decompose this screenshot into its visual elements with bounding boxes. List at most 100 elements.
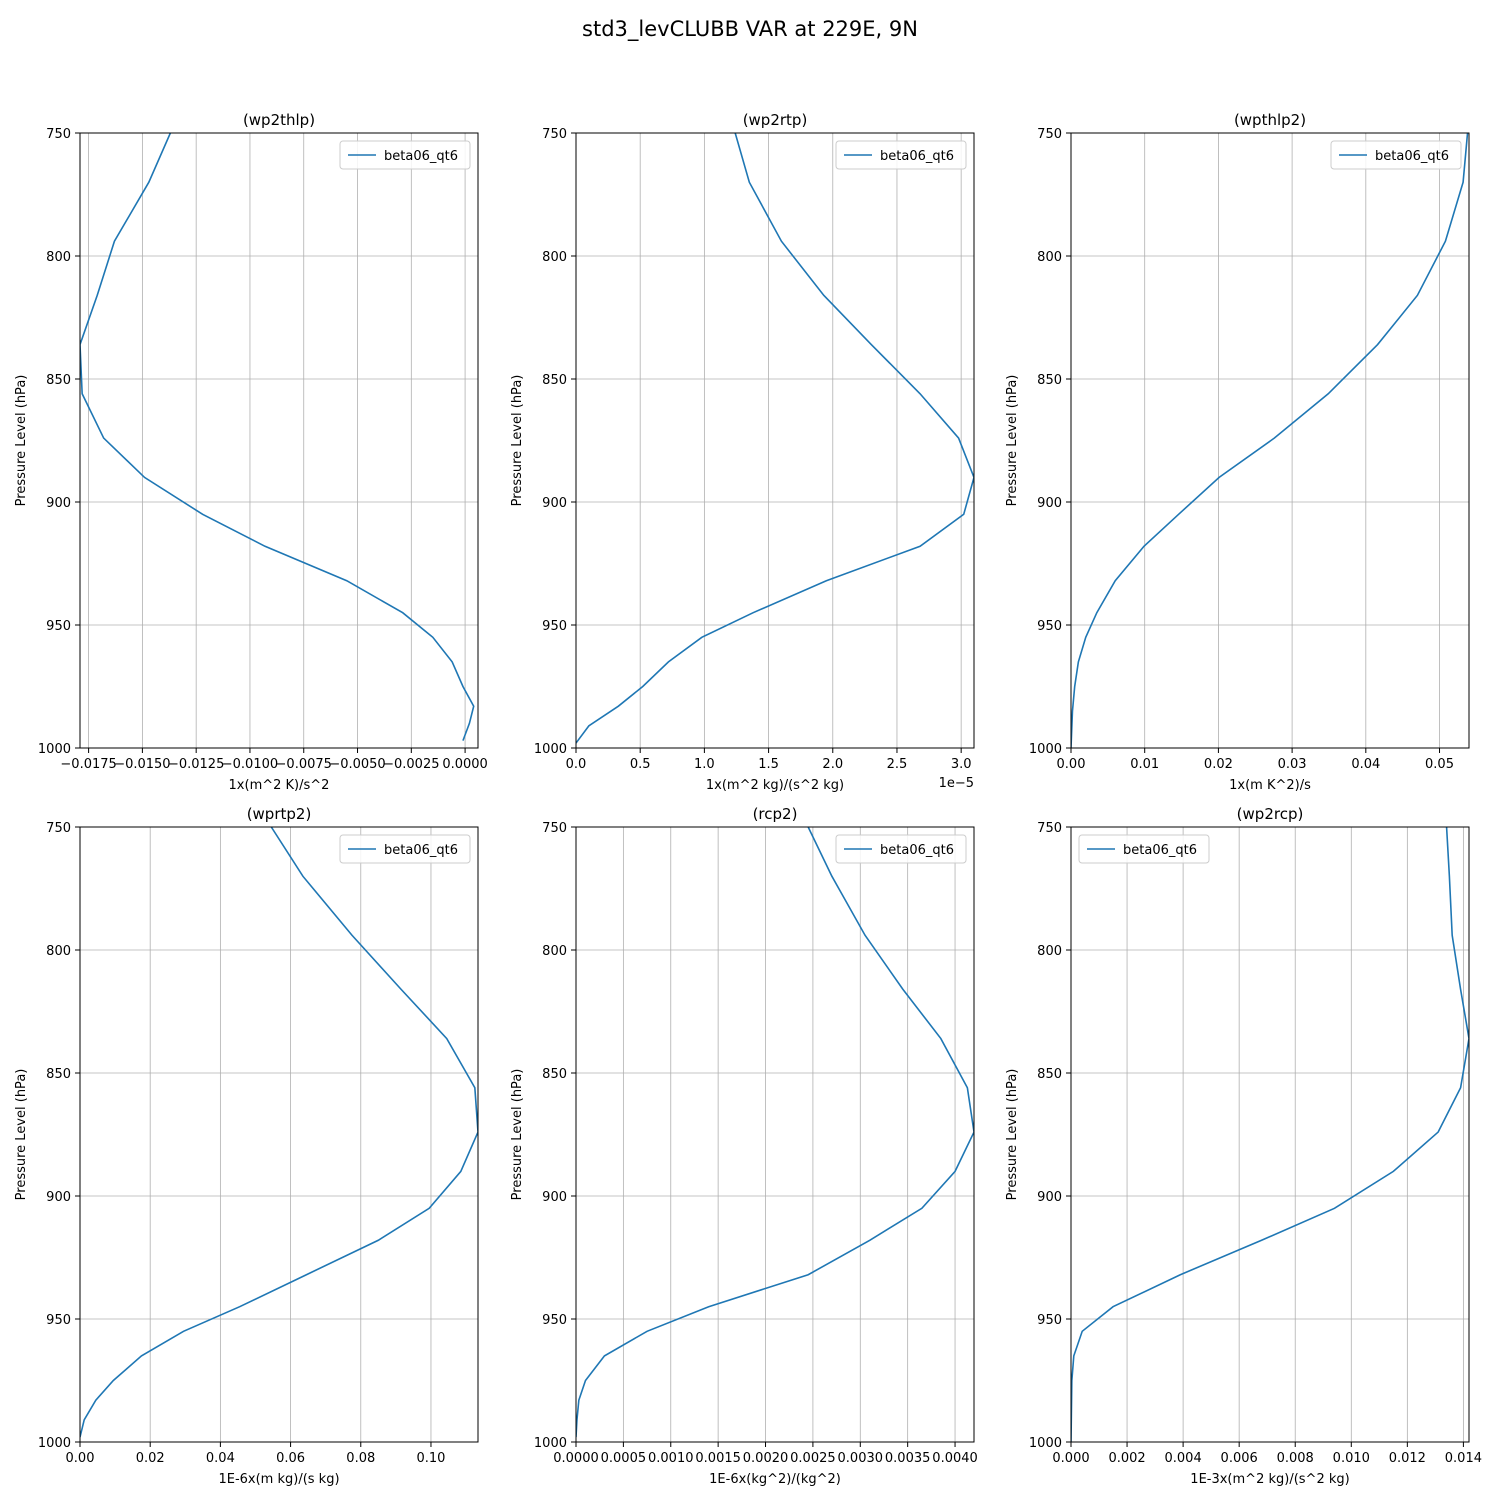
y-tick-label: 900	[46, 496, 71, 511]
y-tick-label: 750	[1037, 127, 1062, 142]
x-tick-label: 2.0	[822, 757, 843, 772]
legend: beta06_qt6	[1330, 140, 1462, 170]
y-axis-label: Pressure Level (hPa)	[1005, 1069, 1020, 1201]
legend-label: beta06_qt6	[384, 149, 458, 164]
x-tick-label: 0.05	[1425, 757, 1454, 772]
plot-frame	[1070, 826, 1470, 1443]
y-tick-label: 850	[46, 1067, 71, 1082]
x-tick-label: 0.08	[346, 1451, 375, 1466]
legend-label: beta06_qt6	[384, 843, 458, 858]
y-tick-label: 800	[1037, 250, 1062, 265]
x-tick-label: 0.008	[1277, 1451, 1314, 1466]
subplot-4: 0.00 0.02 0.04 0.06 0.08 0.10 750 800 850 900 950 1…	[14, 805, 479, 1487]
x-tick-label: 0.0030	[838, 1451, 884, 1466]
x-tick-label: 0.0035	[885, 1451, 931, 1466]
x-tick-label: 0.02	[136, 1451, 165, 1466]
y-axis-label: Pressure Level (hPa)	[14, 375, 29, 507]
subplot-title: (wpthlp2)	[1234, 111, 1306, 129]
subplot-3: 0.00 0.01 0.02 0.03 0.04 0.05 750 800 850 900 950 1…	[1005, 111, 1470, 793]
y-tick-label: 1000	[534, 1436, 567, 1451]
y-tick-label: 950	[542, 619, 567, 634]
legend: beta06_qt6	[835, 834, 967, 864]
y-tick-label: 900	[542, 1190, 567, 1205]
x-tick-label: 1.0	[694, 757, 715, 772]
x-tick-label: 0.00	[1057, 757, 1086, 772]
legend-box	[339, 140, 471, 170]
series-line-beta06_qt6	[576, 133, 974, 744]
plot-frame	[79, 826, 479, 1443]
subplot-1: −0.0175−0.0150−0.0125−0.0100−0.0075−0.00…	[14, 111, 488, 793]
legend-box	[1078, 834, 1210, 864]
y-tick-label: 800	[542, 944, 567, 959]
legend: beta06_qt6	[339, 834, 471, 864]
x-axis-label: 1x(m K^2)/s	[1229, 778, 1311, 793]
x-axis-label: 1x(m^2 K)/s^2	[229, 778, 330, 793]
y-tick-label: 900	[1037, 496, 1062, 511]
subplot-5: 0.0000 0.0005 0.0010 0.0015 0.0020 0.0025 0.00…	[510, 805, 978, 1487]
subplot-title: (rcp2)	[753, 805, 798, 823]
legend: beta06_qt6	[1078, 834, 1210, 864]
x-axis-label: 1x(m^2 kg)/(s^2 kg)	[706, 778, 844, 793]
y-tick-label: 1000	[1029, 742, 1062, 757]
x-tick-label: 0.0005	[601, 1451, 647, 1466]
legend: beta06_qt6	[835, 140, 967, 170]
x-tick-label: 0.0020	[743, 1451, 789, 1466]
y-tick-label: 750	[46, 127, 71, 142]
x-tick-label: 2.5	[887, 757, 908, 772]
x-tick-label: 0.002	[1108, 1451, 1145, 1466]
y-tick-label: 950	[542, 1313, 567, 1328]
series-line-beta06_qt6	[1071, 133, 1469, 748]
x-axis-label: 1E-6x(m kg)/(s kg)	[218, 1472, 339, 1487]
x-axis-label: 1E-3x(m^2 kg)/(s^2 kg)	[1190, 1472, 1349, 1487]
x-tick-label: 0.0000	[442, 757, 488, 772]
y-tick-label: 850	[542, 1067, 567, 1082]
legend-label: beta06_qt6	[1123, 843, 1197, 858]
y-tick-label: 850	[46, 373, 71, 388]
series-line-beta06_qt6	[80, 133, 475, 741]
y-tick-label: 800	[46, 944, 71, 959]
y-tick-label: 750	[542, 821, 567, 836]
y-tick-label: 850	[1037, 373, 1062, 388]
legend-label: beta06_qt6	[880, 149, 954, 164]
series-line-beta06_qt6	[1071, 827, 1469, 1442]
subplot-2: 0.0 0.5 1.0 1.5 2.0 2.5 3.0 750 800 850 900 950 1000…	[510, 111, 975, 793]
x-tick-label: 0.000	[1052, 1451, 1089, 1466]
y-tick-label: 1000	[1029, 1436, 1062, 1451]
x-tick-label: 0.0015	[695, 1451, 741, 1466]
y-tick-label: 950	[46, 619, 71, 634]
x-tick-label: 0.02	[1204, 757, 1233, 772]
x-tick-label: 0.012	[1389, 1451, 1426, 1466]
x-tick-label: −0.0125	[168, 757, 224, 772]
y-tick-label: 750	[1037, 821, 1062, 836]
legend-box	[1330, 140, 1462, 170]
x-tick-label: −0.0050	[329, 757, 385, 772]
x-tick-label: 0.010	[1333, 1451, 1370, 1466]
y-tick-label: 950	[1037, 1313, 1062, 1328]
legend-label: beta06_qt6	[880, 843, 954, 858]
x-tick-label: 0.5	[630, 757, 651, 772]
subplot-title: (wp2thlp)	[243, 111, 315, 129]
x-tick-label: 0.01	[1130, 757, 1159, 772]
series-line-beta06_qt6	[576, 827, 974, 1438]
x-tick-label: −0.0075	[276, 757, 332, 772]
plot-frame	[575, 826, 975, 1443]
y-tick-label: 900	[1037, 1190, 1062, 1205]
y-tick-label: 800	[1037, 944, 1062, 959]
y-tick-label: 750	[46, 821, 71, 836]
y-tick-label: 900	[542, 496, 567, 511]
x-tick-label: −0.0025	[383, 757, 439, 772]
x-tick-label: 0.03	[1278, 757, 1307, 772]
x-tick-label: 0.04	[1351, 757, 1380, 772]
subplot-title: (wp2rcp)	[1237, 805, 1304, 823]
x-tick-label: 0.006	[1221, 1451, 1258, 1466]
x-tick-label: 0.0	[566, 757, 587, 772]
legend-box	[835, 140, 967, 170]
x-tick-label: 0.06	[276, 1451, 305, 1466]
y-tick-label: 1000	[38, 1436, 71, 1451]
subplot-title: (wprtp2)	[247, 805, 312, 823]
legend-box	[339, 834, 471, 864]
subplot-6: 0.000 0.002 0.004 0.006 0.008 0.010 0.012 0.014…	[1005, 805, 1482, 1487]
y-tick-label: 800	[542, 250, 567, 265]
x-tick-label: 0.0040	[932, 1451, 978, 1466]
